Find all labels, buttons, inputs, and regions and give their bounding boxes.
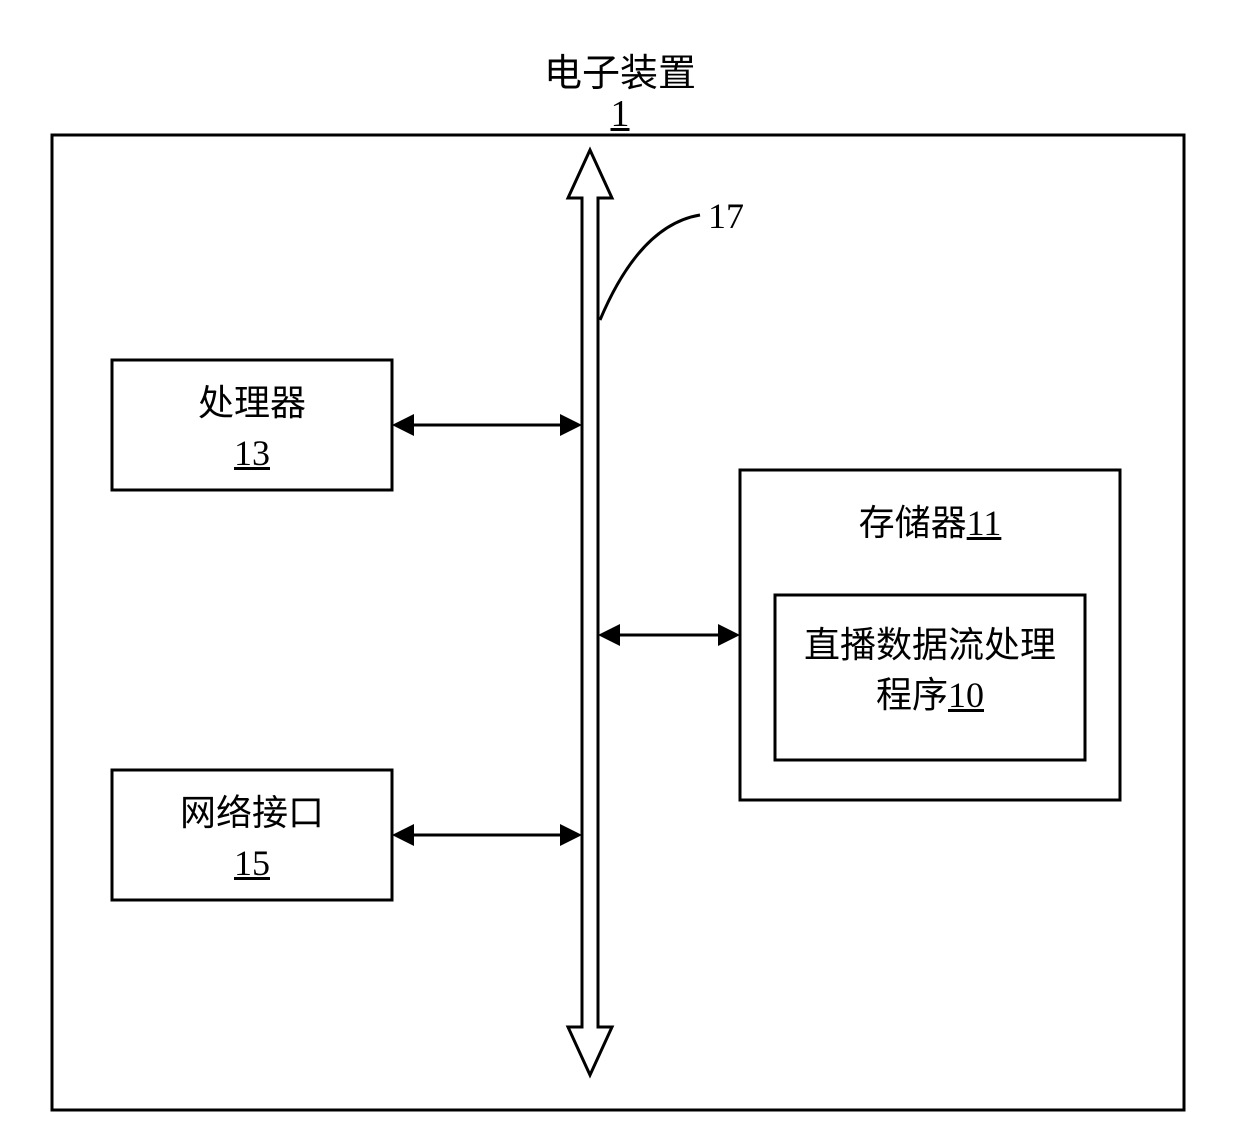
svg-layer xyxy=(0,0,1240,1144)
diagram-canvas: 电子装置 1 17 处理器 13 网络接口 15 存储器11 直播数据流处理 程… xyxy=(0,0,1240,1144)
